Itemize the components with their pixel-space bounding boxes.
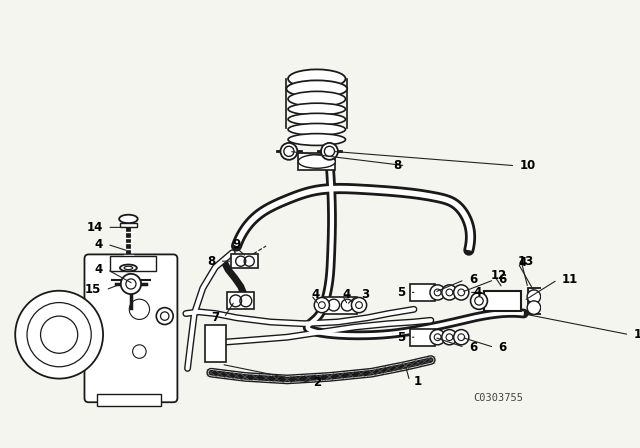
Text: 14: 14: [86, 221, 103, 234]
Circle shape: [351, 297, 367, 313]
Circle shape: [527, 301, 541, 314]
Text: 4: 4: [95, 238, 103, 251]
Bar: [232, 254, 259, 268]
Circle shape: [442, 330, 457, 345]
Text: 7: 7: [211, 311, 220, 324]
Bar: [227, 293, 254, 309]
Bar: [484, 291, 521, 311]
Ellipse shape: [120, 265, 137, 271]
Ellipse shape: [288, 113, 346, 125]
Bar: [120, 223, 137, 228]
Circle shape: [454, 285, 469, 300]
Circle shape: [547, 293, 564, 309]
Text: 2: 2: [313, 376, 321, 389]
Text: 8: 8: [207, 254, 216, 267]
Circle shape: [156, 308, 173, 324]
Text: 6: 6: [469, 273, 477, 286]
Text: C0303755: C0303755: [474, 393, 524, 403]
Bar: [298, 153, 335, 170]
Text: 5: 5: [397, 331, 406, 344]
Circle shape: [324, 146, 335, 156]
Text: 10: 10: [634, 328, 640, 341]
Ellipse shape: [288, 91, 346, 107]
Text: 6: 6: [499, 273, 507, 286]
Circle shape: [442, 285, 457, 300]
Circle shape: [321, 143, 338, 160]
Circle shape: [284, 146, 294, 156]
Text: 4: 4: [518, 256, 526, 269]
Circle shape: [470, 293, 488, 309]
Text: 4: 4: [342, 289, 351, 302]
Ellipse shape: [288, 103, 346, 115]
Ellipse shape: [288, 134, 346, 146]
Circle shape: [314, 297, 330, 313]
Circle shape: [527, 290, 541, 303]
Text: 1: 1: [414, 375, 422, 388]
FancyBboxPatch shape: [84, 254, 177, 402]
Ellipse shape: [288, 69, 346, 88]
Ellipse shape: [298, 155, 335, 168]
Text: 4: 4: [473, 286, 481, 299]
Ellipse shape: [288, 124, 346, 135]
Circle shape: [15, 291, 103, 379]
Text: 4: 4: [95, 263, 103, 276]
Ellipse shape: [286, 80, 347, 97]
Bar: [410, 284, 435, 301]
Text: 9: 9: [232, 238, 241, 251]
Text: 3: 3: [362, 289, 370, 302]
Text: 6: 6: [469, 341, 477, 354]
Text: 12: 12: [490, 269, 506, 282]
Bar: [410, 329, 435, 346]
Text: 5: 5: [397, 286, 406, 299]
Ellipse shape: [124, 266, 132, 270]
Bar: [205, 324, 225, 362]
Circle shape: [121, 274, 141, 294]
Text: 8: 8: [393, 159, 401, 172]
Bar: [324, 297, 357, 314]
Ellipse shape: [119, 215, 138, 223]
Text: 6: 6: [499, 341, 507, 354]
Text: 10: 10: [520, 159, 536, 172]
Text: 13: 13: [517, 254, 534, 267]
Text: 11: 11: [562, 273, 578, 286]
Text: 4: 4: [311, 289, 319, 302]
Circle shape: [454, 330, 469, 345]
Bar: [110, 256, 156, 271]
Circle shape: [280, 143, 298, 160]
Text: 15: 15: [85, 284, 101, 297]
Circle shape: [430, 330, 445, 345]
Circle shape: [430, 285, 445, 300]
Bar: [97, 394, 161, 406]
Bar: [528, 288, 552, 314]
